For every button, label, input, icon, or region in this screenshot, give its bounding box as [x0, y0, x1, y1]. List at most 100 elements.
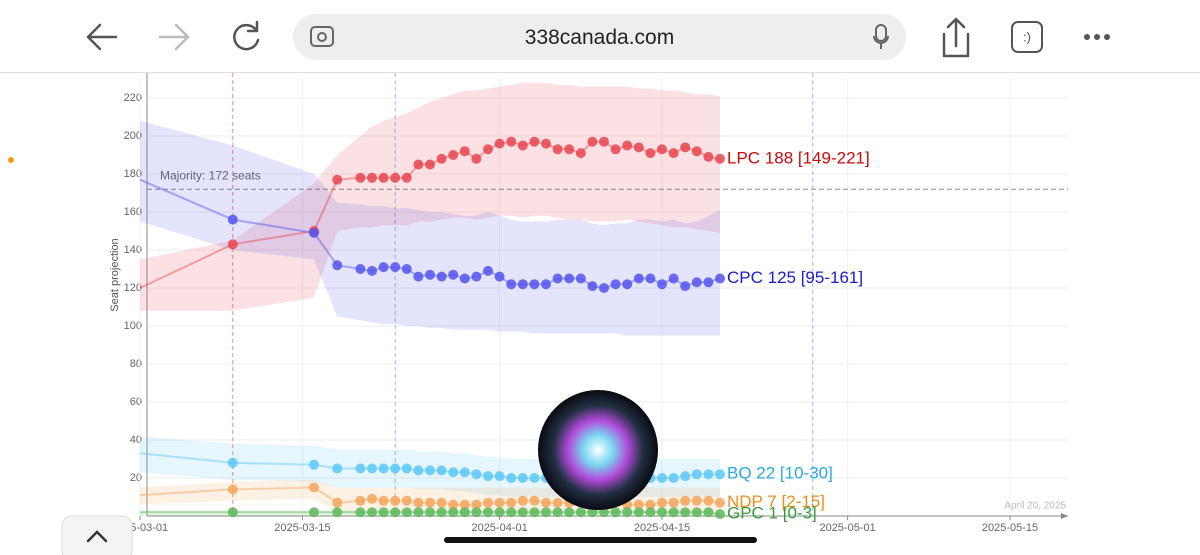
y-axis-title: Seat projection	[109, 238, 121, 311]
point	[506, 507, 517, 518]
point	[587, 473, 598, 483]
reader-button[interactable]	[1011, 21, 1043, 53]
point	[680, 142, 691, 153]
point	[471, 507, 482, 518]
point	[401, 463, 412, 474]
point	[610, 144, 621, 155]
point	[459, 507, 470, 518]
point	[622, 140, 633, 151]
reader-icon: :)	[1023, 29, 1031, 44]
y-tick-label: 20	[130, 472, 142, 484]
point	[668, 497, 679, 508]
point	[703, 507, 714, 518]
back-button[interactable]	[86, 23, 118, 51]
point	[355, 495, 366, 506]
point	[622, 279, 633, 290]
x-tick-label: 2025-04-15	[634, 522, 690, 534]
more-button[interactable]	[1084, 34, 1110, 40]
point	[645, 473, 656, 483]
camera-lens	[317, 32, 327, 42]
point	[552, 473, 563, 483]
point	[448, 507, 459, 518]
reload-button[interactable]	[233, 20, 260, 51]
point	[494, 507, 505, 518]
point	[610, 279, 621, 290]
y-tick-label: 200	[124, 130, 142, 142]
series-label: CPC 125 [95-161]	[727, 268, 863, 287]
point	[332, 507, 343, 518]
point	[599, 283, 609, 293]
point	[378, 172, 389, 183]
point	[401, 172, 412, 183]
y-tick-label: 160	[124, 206, 142, 218]
point	[483, 507, 493, 518]
mic-icon[interactable]	[875, 24, 887, 42]
point	[367, 265, 377, 276]
browser-toolbar: :) 338canada.com	[0, 0, 1200, 73]
y-tick-label: 60	[130, 396, 142, 408]
point	[390, 463, 401, 474]
point	[448, 467, 459, 478]
point	[436, 153, 447, 164]
point	[425, 507, 435, 518]
point	[378, 463, 389, 474]
point	[471, 469, 482, 480]
point	[494, 271, 505, 282]
toolbar-icons: :)	[86, 17, 1110, 58]
y-tick-label: 140	[124, 244, 142, 256]
point	[564, 473, 575, 483]
point	[552, 273, 563, 284]
point	[227, 484, 238, 495]
point	[483, 471, 493, 482]
point	[332, 174, 343, 185]
address-icons	[310, 24, 889, 49]
camera-icon[interactable]	[310, 26, 334, 47]
address-bar[interactable]: 338canada.com	[293, 14, 906, 60]
forward-button[interactable]	[158, 23, 190, 51]
point	[645, 148, 656, 159]
point	[691, 146, 702, 157]
date-note: April 20, 2025	[1004, 501, 1066, 512]
point	[227, 457, 238, 468]
point	[309, 459, 319, 470]
point	[564, 507, 575, 518]
point	[575, 148, 586, 159]
point	[425, 497, 435, 508]
point	[668, 507, 679, 518]
point	[506, 497, 517, 508]
point	[448, 269, 459, 280]
point	[633, 473, 644, 483]
point	[459, 273, 470, 284]
y-tick-label: 40	[130, 434, 142, 446]
point	[401, 495, 412, 506]
point	[599, 497, 609, 508]
series-label: LPC 188 [149-221]	[727, 148, 870, 167]
mic-stand	[873, 35, 889, 49]
point	[401, 507, 412, 518]
point	[378, 262, 389, 273]
point	[599, 136, 609, 147]
point	[425, 465, 435, 476]
point	[506, 473, 517, 483]
point	[332, 463, 343, 474]
point	[668, 473, 679, 483]
point	[680, 495, 691, 506]
x-tick-label: 2025-05-01	[819, 522, 875, 534]
series-label: BQ 22 [10-30]	[727, 464, 833, 483]
point	[680, 471, 691, 482]
point	[575, 497, 586, 508]
x-tick-label: 2025-04-01	[471, 522, 527, 534]
point	[413, 271, 424, 282]
share-button[interactable]	[942, 17, 970, 58]
point	[355, 172, 366, 183]
point	[541, 138, 551, 149]
point	[622, 473, 633, 483]
point	[691, 277, 702, 288]
point	[332, 497, 343, 508]
point	[691, 507, 702, 518]
point	[378, 495, 389, 506]
point	[459, 467, 470, 478]
point	[436, 507, 447, 518]
point	[355, 507, 366, 518]
